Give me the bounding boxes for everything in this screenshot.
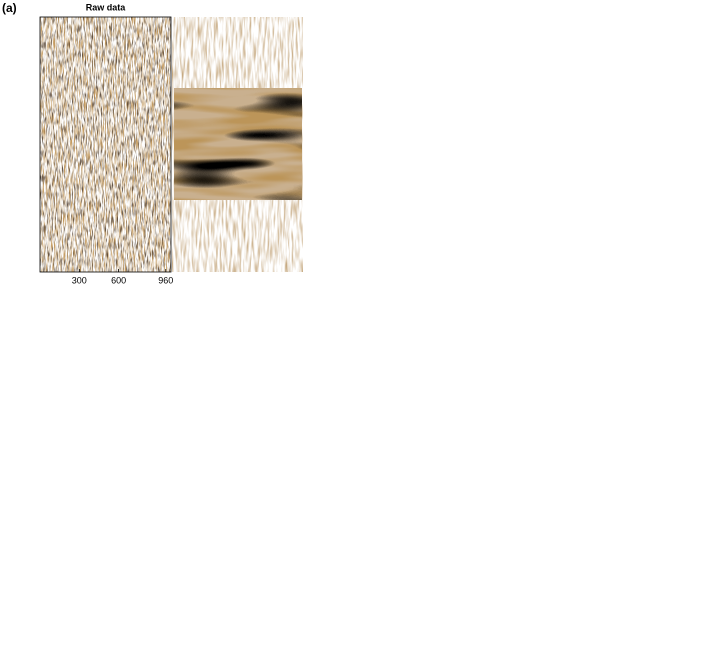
seismic-noise-dark — [40, 17, 171, 272]
subpanel-frame — [39, 16, 172, 273]
inset-texture-dark — [174, 88, 302, 200]
x-tick-label: 300 — [72, 275, 87, 285]
subpanel-title: Raw data — [86, 2, 127, 12]
seismic-panel: (a) Raw data 300 600 960 — [2, 1, 303, 285]
x-tick-label: 600 — [111, 275, 126, 285]
x-tick-label: 960 — [158, 275, 173, 285]
panel-label: (a) — [2, 1, 17, 15]
